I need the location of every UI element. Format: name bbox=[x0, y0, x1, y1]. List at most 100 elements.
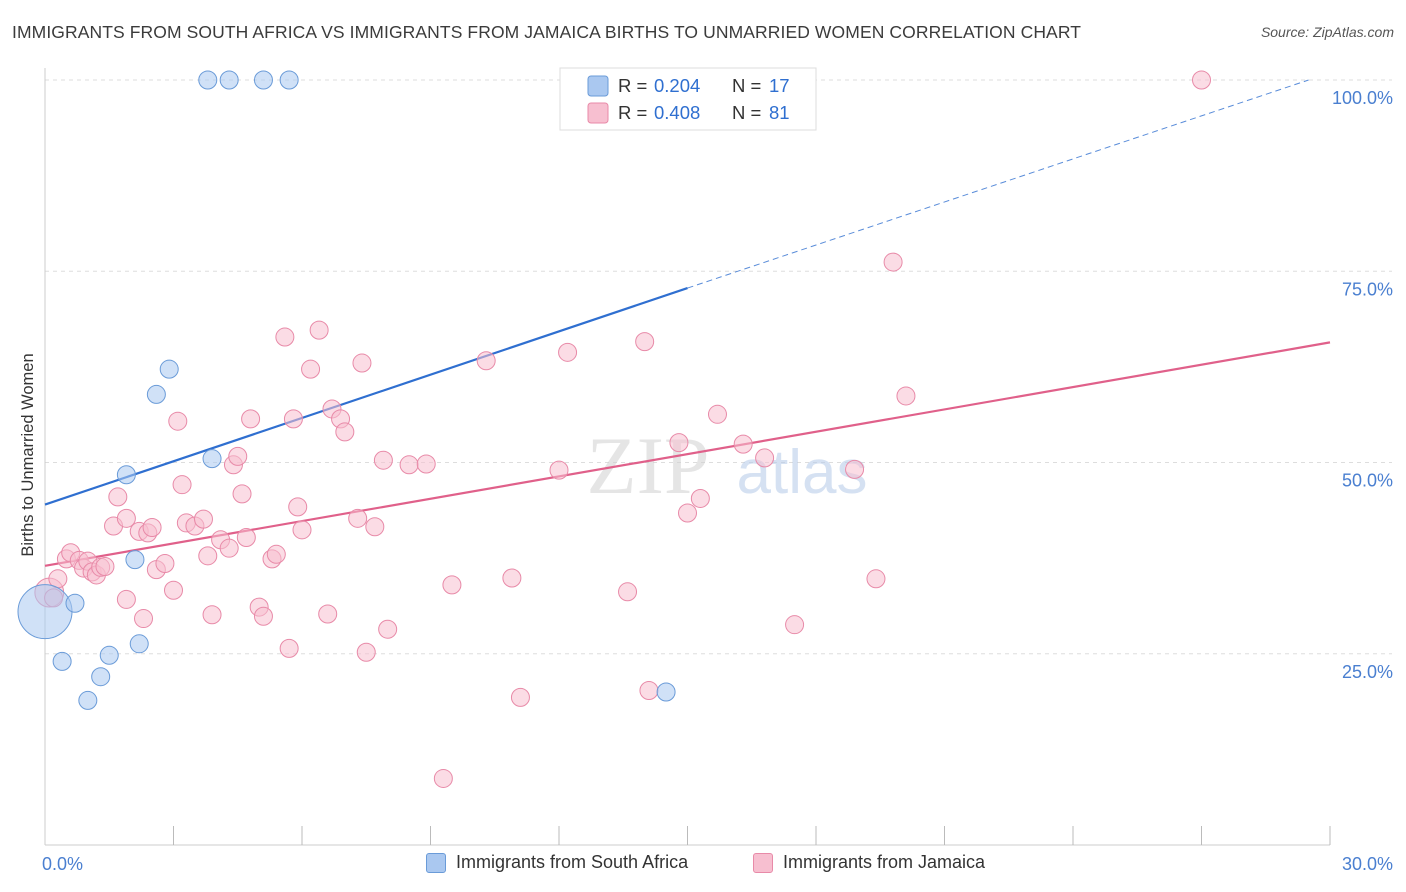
chart-title: IMMIGRANTS FROM SOUTH AFRICA VS IMMIGRAN… bbox=[12, 22, 1082, 42]
legend-r-value: 0.408 bbox=[654, 102, 700, 123]
jamaica-point bbox=[266, 544, 286, 564]
legend-swatch-blue bbox=[587, 75, 609, 97]
jamaica-point bbox=[219, 538, 239, 558]
jamaica-point bbox=[301, 359, 321, 379]
watermark-zip: ZIP bbox=[587, 420, 710, 511]
jamaica-point bbox=[236, 527, 256, 547]
jamaica-point bbox=[866, 569, 886, 589]
jamaica-point bbox=[309, 320, 329, 340]
jamaica-point bbox=[678, 503, 697, 523]
jamaica-point bbox=[365, 517, 385, 537]
jamaica-point bbox=[639, 680, 659, 700]
jamaica-point bbox=[356, 642, 376, 662]
jamaica-point bbox=[232, 484, 252, 504]
jamaica-point bbox=[164, 580, 183, 600]
legend-n-label: N = bbox=[732, 75, 761, 96]
jamaica-point bbox=[335, 422, 355, 442]
correlation-legend: R = 0.204 N = 17 R = 0.408 N = 81 bbox=[559, 67, 817, 131]
jamaica-point bbox=[318, 604, 338, 624]
jamaica-point bbox=[116, 589, 136, 609]
y-tick-label: 50.0% bbox=[1342, 471, 1393, 491]
jamaica-point bbox=[785, 615, 805, 635]
south-africa-point bbox=[129, 634, 149, 654]
south-africa-point bbox=[656, 682, 676, 702]
south-africa-point bbox=[198, 70, 218, 90]
jamaica-point bbox=[283, 409, 303, 429]
south-africa-trendline bbox=[44, 287, 688, 506]
jamaica-trendline bbox=[44, 341, 1331, 567]
series-legend-label: Immigrants from South Africa bbox=[456, 852, 689, 872]
jamaica-point bbox=[845, 459, 865, 479]
jamaica-point bbox=[168, 411, 188, 431]
south-africa-point bbox=[17, 584, 73, 640]
source-label: Source: ZipAtlas.com bbox=[1260, 24, 1394, 40]
jamaica-point bbox=[279, 638, 299, 658]
jamaica-point bbox=[253, 606, 273, 626]
series-legend-item-jamaica: Immigrants from Jamaica bbox=[753, 852, 985, 873]
jamaica-point bbox=[399, 455, 419, 475]
south-africa-point bbox=[65, 593, 85, 613]
jamaica-point bbox=[558, 342, 578, 362]
axis-layer: 25.0% 50.0% 75.0% 100.0% 0.0% 30.0% bbox=[42, 68, 1393, 874]
jamaica-point bbox=[476, 351, 496, 371]
south-africa-point bbox=[279, 70, 299, 90]
series-legend: Immigrants from South Africa Immigrants … bbox=[0, 850, 1406, 880]
jamaica-point bbox=[95, 557, 115, 577]
points-layer bbox=[17, 70, 1211, 788]
legend-swatch-pink bbox=[587, 102, 609, 124]
jamaica-point bbox=[635, 332, 655, 352]
jamaica-point bbox=[510, 687, 530, 707]
x-tick-label: 0.0% bbox=[42, 854, 83, 874]
jamaica-point bbox=[116, 508, 136, 528]
jamaica-point bbox=[442, 575, 462, 595]
jamaica-point bbox=[755, 448, 775, 468]
jamaica-point bbox=[108, 487, 128, 507]
jamaica-point bbox=[896, 386, 916, 406]
jamaica-point bbox=[549, 460, 569, 480]
south-africa-point bbox=[159, 359, 179, 379]
south-africa-swatch bbox=[426, 852, 446, 873]
jamaica-point bbox=[416, 454, 436, 474]
jamaica-point bbox=[288, 497, 308, 517]
jamaica-point bbox=[202, 605, 222, 625]
x-tick-label: 30.0% bbox=[1342, 854, 1393, 874]
jamaica-point bbox=[733, 434, 753, 454]
south-africa-point bbox=[78, 690, 98, 710]
y-axis-title: Births to Unmarried Women bbox=[19, 353, 37, 556]
south-africa-point bbox=[253, 70, 273, 90]
legend-r-label: R = bbox=[618, 75, 647, 96]
jamaica-swatch bbox=[753, 852, 773, 873]
south-africa-point bbox=[202, 449, 222, 469]
south-africa-point bbox=[91, 667, 111, 687]
jamaica-point bbox=[198, 546, 218, 566]
jamaica-point bbox=[352, 353, 372, 373]
legend-r-value: 0.204 bbox=[654, 75, 700, 96]
y-tick-label: 100.0% bbox=[1332, 88, 1393, 108]
y-tick-label: 75.0% bbox=[1342, 279, 1393, 299]
jamaica-point bbox=[292, 520, 312, 540]
series-legend-label: Immigrants from Jamaica bbox=[783, 852, 986, 872]
south-africa-point bbox=[146, 384, 166, 404]
south-africa-point bbox=[125, 550, 145, 570]
jamaica-point bbox=[433, 768, 453, 788]
jamaica-point bbox=[142, 518, 162, 538]
series-legend-item-south-africa: Immigrants from South Africa bbox=[426, 852, 688, 873]
south-africa-point bbox=[116, 465, 136, 485]
jamaica-point bbox=[134, 609, 154, 629]
jamaica-point bbox=[155, 553, 175, 573]
jamaica-point bbox=[172, 475, 192, 495]
trend-layer bbox=[44, 79, 1331, 567]
jamaica-point bbox=[193, 509, 213, 529]
jamaica-point bbox=[883, 252, 903, 272]
jamaica-point bbox=[228, 446, 248, 466]
jamaica-point bbox=[690, 488, 710, 508]
legend-n-value: 81 bbox=[769, 102, 790, 123]
jamaica-point bbox=[707, 404, 727, 424]
jamaica-point bbox=[373, 450, 393, 470]
jamaica-point bbox=[378, 619, 398, 639]
jamaica-point bbox=[1192, 70, 1211, 90]
y-tick-label: 25.0% bbox=[1342, 662, 1393, 682]
legend-r-label: R = bbox=[618, 102, 647, 123]
south-africa-point bbox=[219, 70, 239, 90]
